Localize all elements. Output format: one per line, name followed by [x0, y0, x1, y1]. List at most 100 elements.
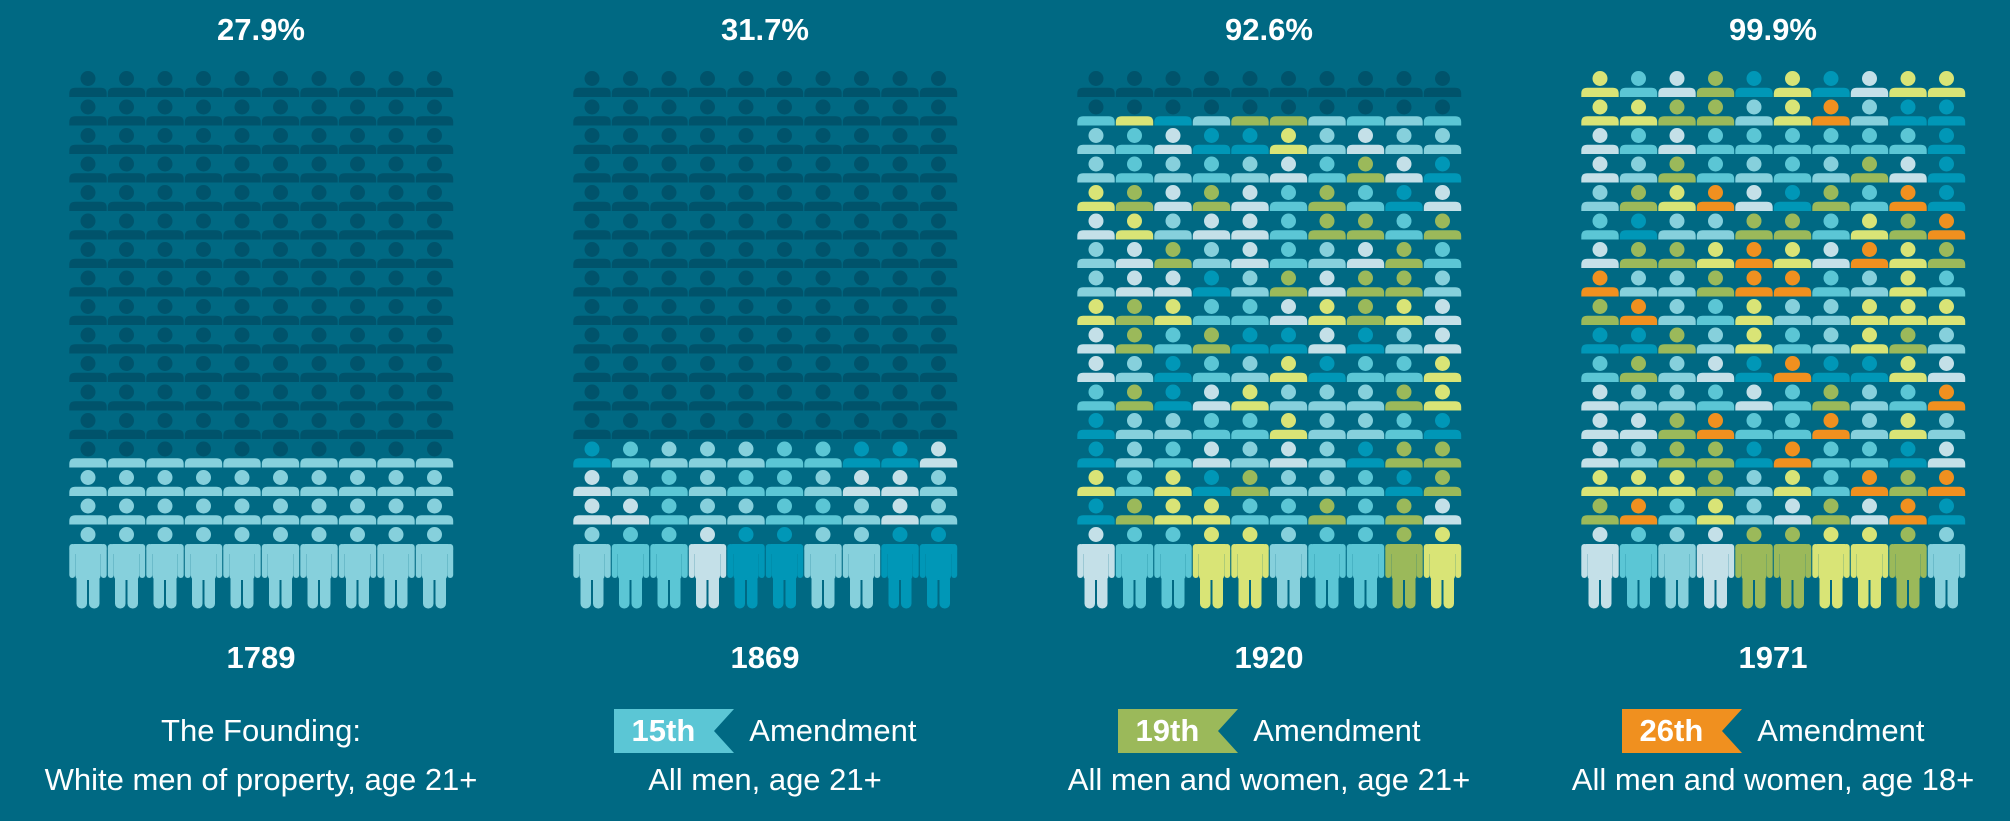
person-bust-icon: [1889, 356, 1927, 382]
person-bust-icon: [842, 327, 881, 354]
person-bust-icon: [611, 470, 650, 496]
person-full-icon: [1115, 527, 1154, 609]
person-bust-icon: [1269, 356, 1308, 382]
person-bust-icon: [1308, 356, 1346, 382]
panel-1920: 92.6% 1920 19th Amendment All men and women,…: [1017, 0, 1521, 821]
person-full-icon: [1619, 527, 1658, 609]
person-bust-icon: [765, 71, 804, 97]
person-bust-icon: [1154, 356, 1192, 382]
person-bust-icon: [573, 71, 611, 97]
person-bust-icon: [1581, 327, 1619, 354]
person-bust-icon: [765, 498, 804, 525]
person-bust-icon: [688, 71, 727, 97]
person-bust-icon: [107, 270, 146, 297]
person-bust-icon: [1812, 213, 1850, 240]
person-bust-icon: [1385, 128, 1423, 154]
person-bust-icon: [1269, 213, 1308, 240]
person-bust-icon: [377, 441, 415, 468]
person-bust-icon: [1658, 185, 1696, 211]
person-bust-icon: [1077, 213, 1115, 240]
person-bust-icon: [1077, 71, 1115, 97]
person-bust-icon: [881, 327, 919, 354]
person-bust-icon: [184, 156, 223, 183]
person-full-icon: [146, 527, 184, 609]
person-bust-icon: [1385, 99, 1423, 126]
person-bust-icon: [1696, 356, 1735, 382]
person-bust-icon: [919, 185, 958, 211]
person-bust-icon: [1423, 470, 1462, 496]
person-bust-icon: [377, 299, 415, 325]
person-bust-icon: [650, 99, 688, 126]
person-bust-icon: [1581, 156, 1619, 183]
person-bust-icon: [1658, 441, 1696, 468]
person-full-icon: [765, 527, 804, 609]
person-bust-icon: [573, 128, 611, 154]
person-bust-icon: [1192, 327, 1231, 354]
person-bust-icon: [804, 470, 842, 496]
person-bust-icon: [1773, 356, 1812, 382]
heading-label: The Founding:: [161, 713, 361, 748]
person-bust-icon: [415, 128, 454, 154]
person-bust-icon: [415, 470, 454, 496]
person-full-icon: [1735, 527, 1773, 609]
person-bust-icon: [1308, 99, 1346, 126]
person-bust-icon: [1889, 185, 1927, 211]
year-label: 1869: [730, 640, 800, 675]
person-bust-icon: [69, 299, 107, 325]
person-bust-icon: [1773, 384, 1812, 411]
person-bust-icon: [688, 128, 727, 154]
person-bust-icon: [881, 384, 919, 411]
person-bust-icon: [1346, 213, 1385, 240]
person-bust-icon: [415, 71, 454, 97]
person-bust-icon: [1850, 128, 1889, 154]
person-bust-icon: [377, 156, 415, 183]
person-bust-icon: [223, 413, 261, 439]
person-bust-icon: [1812, 413, 1850, 439]
person-bust-icon: [1619, 441, 1658, 468]
person-bust-icon: [1192, 128, 1231, 154]
person-bust-icon: [1696, 128, 1735, 154]
person-bust-icon: [1154, 299, 1192, 325]
person-bust-icon: [377, 185, 415, 211]
person-bust-icon: [107, 299, 146, 325]
person-bust-icon: [919, 213, 958, 240]
person-bust-icon: [1077, 498, 1115, 525]
person-bust-icon: [1269, 156, 1308, 183]
person-full-icon: [1850, 527, 1889, 609]
person-bust-icon: [1308, 327, 1346, 354]
person-bust-icon: [919, 242, 958, 268]
person-bust-icon: [338, 498, 377, 525]
person-bust-icon: [727, 498, 765, 525]
person-bust-icon: [650, 185, 688, 211]
person-bust-icon: [1773, 327, 1812, 354]
person-bust-icon: [415, 213, 454, 240]
person-bust-icon: [223, 185, 261, 211]
person-bust-icon: [1850, 270, 1889, 297]
person-bust-icon: [261, 327, 300, 354]
person-bust-icon: [107, 213, 146, 240]
person-full-icon: [1385, 527, 1423, 609]
person-bust-icon: [1423, 441, 1462, 468]
person-bust-icon: [1889, 128, 1927, 154]
person-bust-icon: [1423, 156, 1462, 183]
person-bust-icon: [1423, 498, 1462, 525]
person-bust-icon: [1619, 498, 1658, 525]
person-full-icon: [261, 527, 300, 609]
person-bust-icon: [650, 470, 688, 496]
person-bust-icon: [573, 270, 611, 297]
percent-label: 27.9%: [217, 12, 305, 47]
person-full-icon: [1927, 527, 1966, 609]
person-bust-icon: [573, 156, 611, 183]
person-bust-icon: [1115, 356, 1154, 382]
person-bust-icon: [804, 299, 842, 325]
person-bust-icon: [765, 128, 804, 154]
person-bust-icon: [1696, 99, 1735, 126]
person-full-icon: [1658, 527, 1696, 609]
person-bust-icon: [1154, 128, 1192, 154]
person-bust-icon: [377, 270, 415, 297]
person-bust-icon: [146, 498, 184, 525]
person-bust-icon: [338, 299, 377, 325]
person-full-icon: [184, 527, 223, 609]
person-full-icon: [842, 527, 881, 609]
person-bust-icon: [1231, 413, 1269, 439]
